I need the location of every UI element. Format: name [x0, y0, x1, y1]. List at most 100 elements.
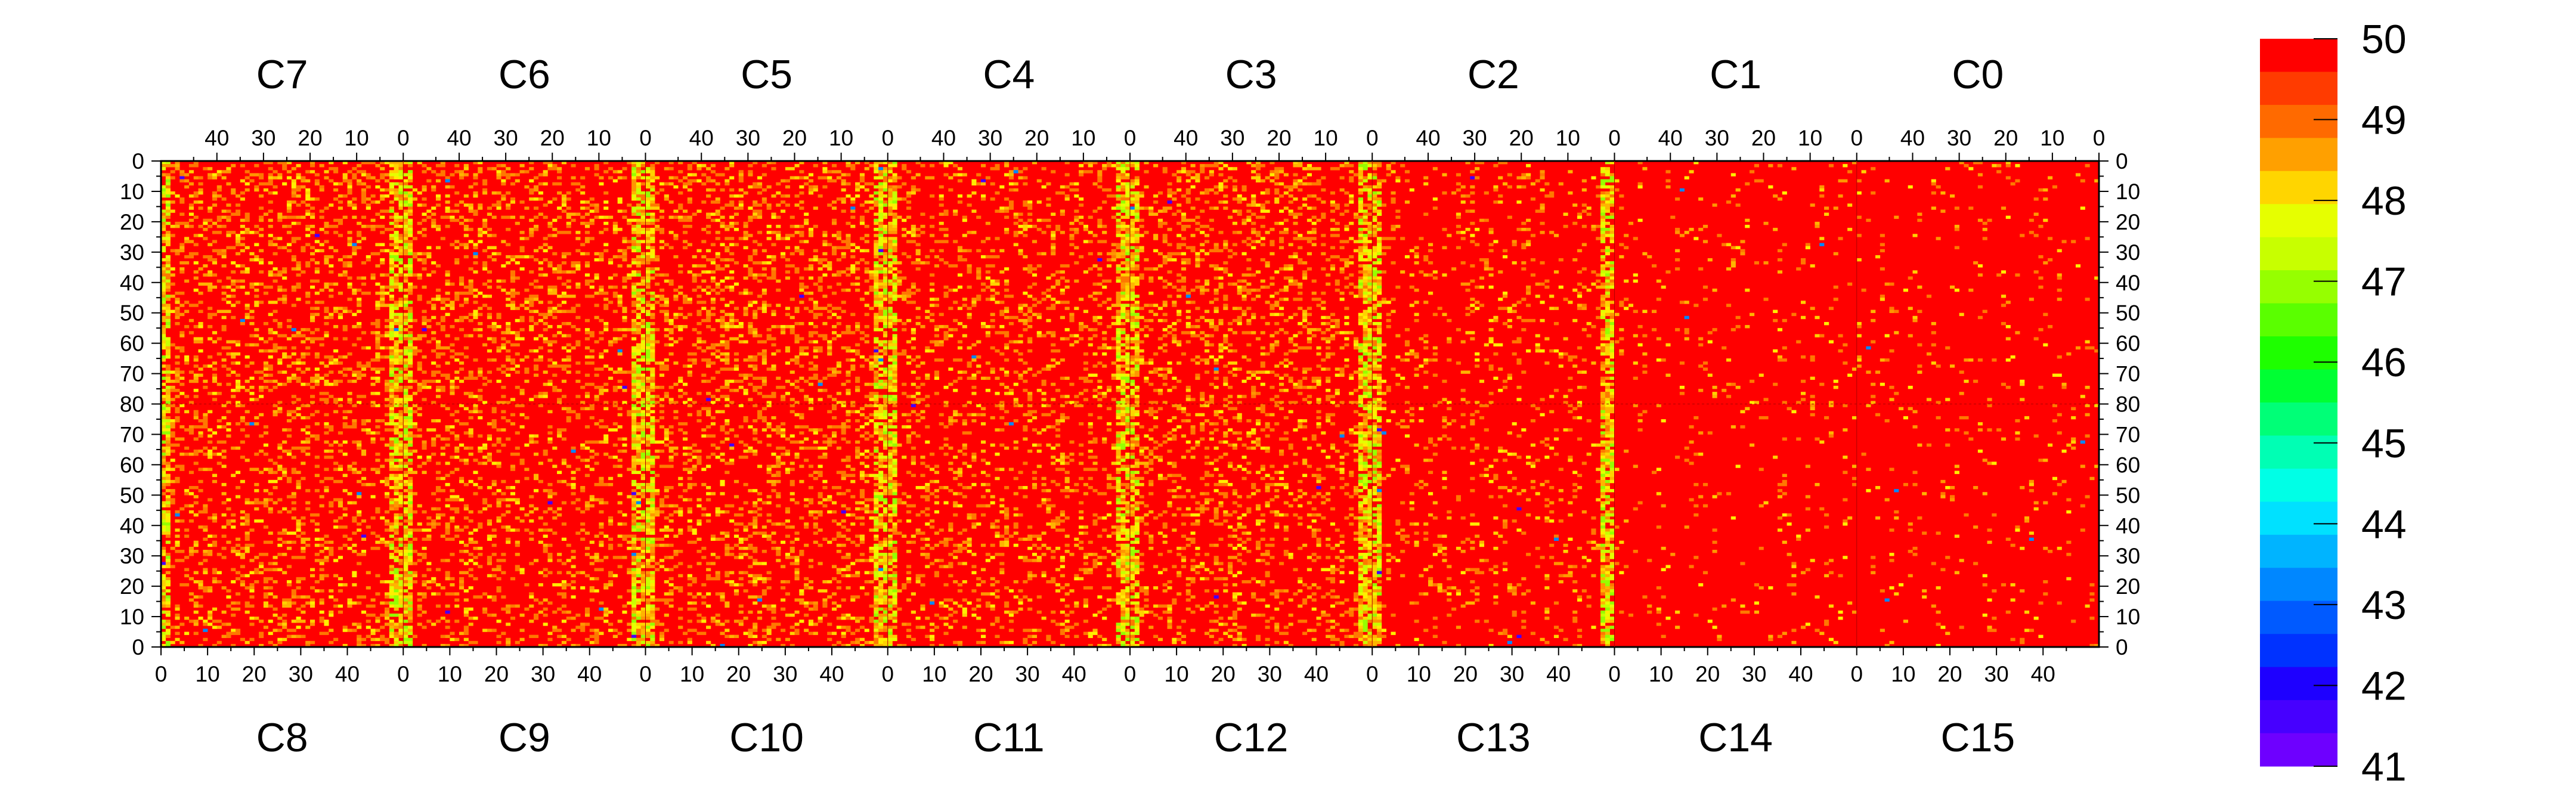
- heatmap-cell: [408, 164, 413, 168]
- heatmap-cell: [883, 285, 888, 289]
- heatmap-cell: [883, 343, 888, 347]
- heatmap-cell: [753, 389, 758, 392]
- heatmap-cell: [906, 255, 912, 259]
- heatmap-cell: [1116, 279, 1121, 283]
- heatmap-cell: [273, 273, 278, 277]
- heatmap-cell: [557, 331, 562, 335]
- heatmap-cell: [277, 370, 283, 374]
- heatmap-cell: [1116, 264, 1121, 268]
- heatmap-cell: [231, 164, 236, 168]
- heatmap-cell: [277, 215, 283, 219]
- heatmap-cell: [827, 373, 832, 377]
- heatmap-cell: [1051, 170, 1056, 174]
- heatmap-cell: [286, 170, 292, 174]
- heatmap-cell: [361, 237, 367, 240]
- heatmap-cell: [832, 337, 837, 340]
- heatmap-cell: [268, 191, 273, 195]
- heatmap-cell: [599, 337, 604, 340]
- heatmap-cell: [208, 224, 213, 228]
- heatmap-cell: [501, 288, 506, 292]
- heatmap-cell: [165, 309, 171, 313]
- heatmap-cell: [985, 221, 990, 225]
- heatmap-cell: [473, 295, 478, 298]
- heatmap-cell: [515, 343, 520, 347]
- heatmap-cell: [1027, 349, 1033, 353]
- heatmap-cell: [976, 298, 982, 301]
- heatmap-cell: [753, 261, 758, 265]
- heatmap-cell: [771, 364, 776, 368]
- heatmap-cell: [389, 370, 394, 374]
- heatmap-cell: [887, 309, 893, 313]
- heatmap-cell: [510, 306, 516, 310]
- heatmap-cell: [850, 215, 856, 219]
- heatmap-cell: [394, 282, 399, 286]
- heatmap-cell: [473, 191, 478, 195]
- heatmap-cell: [435, 197, 441, 201]
- heatmap-cell: [766, 237, 772, 240]
- heatmap-cell: [324, 285, 329, 289]
- heatmap-cell: [808, 376, 814, 380]
- heatmap-cell: [165, 164, 171, 168]
- heatmap-cell: [165, 173, 171, 177]
- heatmap-cell: [883, 194, 888, 198]
- heatmap-cell: [165, 221, 171, 225]
- heatmap-cell: [804, 292, 809, 295]
- heatmap-cell: [329, 288, 334, 292]
- heatmap-cell: [589, 382, 595, 386]
- heatmap-cell: [370, 382, 376, 386]
- heatmap-cell: [892, 188, 897, 192]
- heatmap-cell: [892, 173, 897, 177]
- heatmap-cell: [277, 346, 283, 350]
- heatmap-cell: [911, 191, 916, 195]
- heatmap-cell: [813, 282, 818, 286]
- heatmap-cell: [487, 212, 492, 216]
- heatmap-cell: [804, 379, 809, 383]
- heatmap-cell: [887, 370, 893, 374]
- heatmap-cell: [296, 285, 301, 289]
- heatmap-cell: [263, 367, 268, 371]
- heatmap-cell: [631, 392, 637, 395]
- heatmap-cell: [650, 358, 655, 362]
- heatmap-cell: [557, 401, 562, 404]
- heatmap-cell: [584, 273, 590, 277]
- heatmap-cell: [403, 218, 408, 222]
- heatmap-cell: [403, 185, 408, 189]
- heatmap-cell: [892, 352, 897, 356]
- heatmap-cell: [496, 279, 501, 283]
- heatmap-cell: [874, 298, 879, 301]
- heatmap-cell: [161, 240, 166, 243]
- heatmap-cell: [338, 355, 343, 359]
- heatmap-cell: [766, 337, 772, 340]
- heatmap-cell: [930, 194, 935, 198]
- heatmap-cell: [761, 376, 767, 380]
- heatmap-cell: [743, 309, 748, 313]
- heatmap-cell: [203, 218, 208, 222]
- heatmap-cell: [668, 343, 674, 347]
- heatmap-cell: [1116, 312, 1121, 317]
- heatmap-cell: [468, 318, 473, 323]
- heatmap-cell: [808, 185, 814, 189]
- heatmap-cell: [874, 379, 879, 383]
- heatmap-cell: [422, 188, 427, 192]
- heatmap-cell: [347, 203, 352, 207]
- heatmap-cell: [389, 352, 394, 356]
- heatmap-cell: [408, 234, 413, 237]
- heatmap-cell: [408, 364, 413, 368]
- heatmap-cell: [757, 385, 763, 389]
- heatmap-cell: [301, 215, 306, 219]
- heatmap-cell: [1088, 215, 1093, 219]
- heatmap-cell: [463, 285, 469, 289]
- heatmap-cell: [915, 355, 921, 359]
- heatmap-cell: [389, 349, 394, 353]
- heatmap-cell: [892, 249, 897, 253]
- heatmap-cell: [953, 318, 958, 323]
- heatmap-cell: [389, 355, 394, 359]
- heatmap-cell: [953, 209, 958, 213]
- heatmap-cell: [636, 270, 641, 274]
- heatmap-cell: [645, 206, 651, 210]
- heatmap-cell: [650, 340, 655, 343]
- heatmap-cell: [771, 325, 776, 329]
- heatmap-cell: [645, 179, 651, 182]
- heatmap-cell: [389, 318, 394, 323]
- heatmap-cell: [892, 346, 897, 350]
